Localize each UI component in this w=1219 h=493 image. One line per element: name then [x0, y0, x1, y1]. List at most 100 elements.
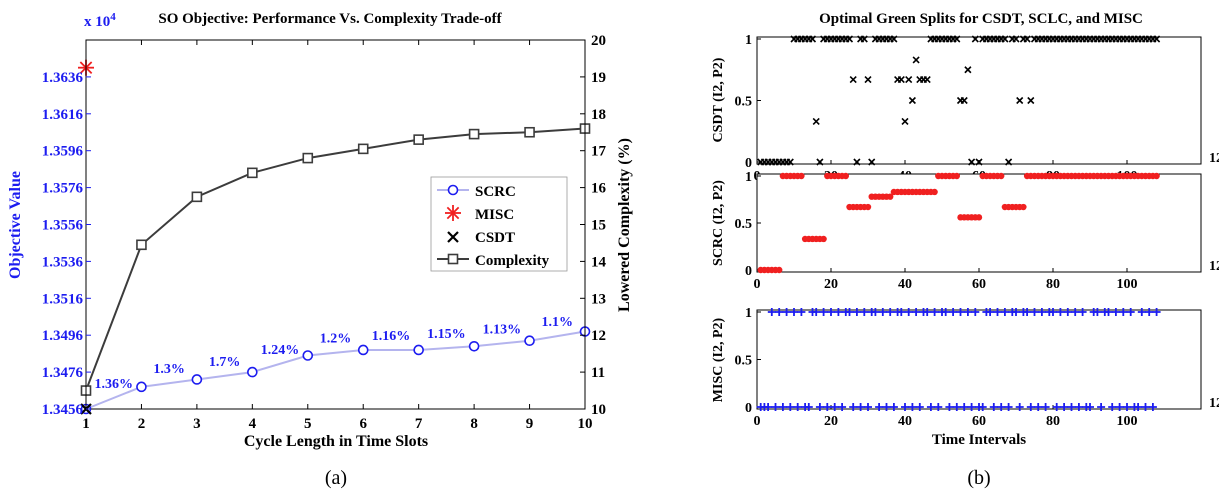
legend-csdt-marker	[447, 231, 459, 243]
x-tick-label: 20	[824, 414, 838, 429]
legend-misc-marker	[445, 205, 461, 221]
csdt-split-point	[1027, 96, 1035, 105]
y-tick-label: 1.3616	[42, 107, 84, 123]
csdt-split-point	[971, 35, 979, 43]
misc-split-point	[864, 403, 872, 411]
x-tick-label: 7	[415, 416, 423, 432]
misc-split-point	[960, 403, 969, 411]
x-tick-label: 9	[526, 416, 534, 432]
y2-tick-label: 20	[591, 33, 606, 49]
scrc-point	[468, 340, 480, 352]
x-tick-label: 40	[898, 277, 912, 292]
y2-tick-label: 10	[591, 402, 606, 418]
legend-entry-misc: MISC	[445, 205, 514, 223]
misc-split-point	[786, 403, 795, 411]
improvement-annotation: 1.36%	[94, 377, 133, 392]
misc-split-point	[1104, 308, 1113, 316]
complexity-point	[302, 152, 314, 164]
csdt-split-point	[1023, 35, 1031, 43]
misc-split-point	[1093, 308, 1102, 316]
y-tick-label: 0	[745, 264, 752, 279]
misc-split-point	[889, 403, 898, 411]
improvement-annotation: 1.2%	[320, 332, 352, 347]
y2-tick-label: 12	[591, 328, 606, 344]
misc-split-point	[878, 308, 887, 316]
y-tick-label: 1	[745, 170, 752, 185]
csdt-split-point	[960, 96, 968, 105]
csdt-split-point	[964, 66, 972, 74]
x-tick-label: 3	[193, 416, 201, 432]
complexity-point	[524, 126, 535, 138]
scrc-axes-frame	[756, 173, 1202, 273]
csdt-subplot: 02040608010012000.51 CSDT (I2, P2)	[711, 33, 1219, 184]
misc-split-point	[963, 308, 972, 316]
misc-marks: 0 20 40 60 80 100 120 0 0.5 1	[735, 306, 1219, 429]
misc-split-point	[923, 308, 932, 316]
y2-tick-label: 13	[591, 291, 606, 307]
legend-scrc-marker	[447, 184, 459, 196]
csdt-split-point	[786, 158, 794, 166]
x-tick-label: 80	[1046, 277, 1060, 292]
x-tick-label: 2	[138, 416, 146, 432]
misc-split-point	[934, 403, 943, 411]
csdt-split-point	[897, 76, 905, 84]
misc-split-point	[815, 403, 824, 411]
scrc-y-axis-label: SCRC (I2, P2)	[711, 180, 726, 266]
scrc-split-point	[842, 172, 849, 180]
misc-split-point	[1115, 403, 1124, 411]
x-tick-label: 4	[249, 416, 257, 432]
legend-entry-scrc: SCRC	[437, 184, 516, 200]
misc-split-point	[926, 403, 935, 411]
csdt-split-point	[905, 76, 913, 84]
csdt-split-point	[968, 158, 976, 166]
csdt-split-point	[845, 35, 854, 43]
misc-split-point	[771, 403, 780, 411]
csdt-split-point	[860, 35, 868, 43]
misc-split-point	[1078, 308, 1087, 316]
misc-split-point	[1111, 308, 1120, 316]
complexity-point	[247, 167, 258, 179]
panel-a-legend: SCRC MISC CSDT Complexity	[430, 176, 568, 272]
x-tick-label: 120	[1209, 151, 1219, 166]
misc-split-point	[989, 403, 998, 411]
misc-split-point	[852, 308, 861, 316]
scrc-point	[136, 381, 147, 393]
misc-split-point	[782, 308, 791, 316]
misc-split-point	[1023, 308, 1032, 316]
misc-split-point	[871, 308, 880, 316]
complexity-point	[357, 143, 369, 155]
misc-split-point	[1026, 403, 1035, 411]
misc-split-point	[1063, 308, 1072, 316]
misc-split-point	[967, 403, 976, 411]
misc-split-point	[930, 308, 939, 316]
scrc-split-point	[931, 188, 938, 196]
x-tick-label: 1	[82, 416, 90, 432]
misc-split-point	[978, 403, 987, 411]
misc-split-point	[1108, 403, 1117, 411]
y-tick-label: 0	[745, 156, 752, 171]
panel-a-marks: 1.36% 1.3% 1.7% 1.24% 1.2% 1.16% 1.15% 1.13% 1.1…	[78, 59, 591, 415]
x-tick-label: 120	[1209, 396, 1219, 411]
misc-split-point	[793, 403, 802, 411]
y2-tick-label: 15	[591, 218, 606, 234]
y-tick-label: 0	[745, 401, 752, 416]
misc-split-point	[908, 403, 917, 411]
y-tick-label: 1.3516	[42, 291, 84, 307]
misc-split-point	[1148, 403, 1157, 411]
misc-split-point	[1126, 308, 1135, 316]
misc-subplot: 0 20 40 60 80 100 120 0 0.5 1 MISC (I2, P2)	[711, 306, 1219, 429]
csdt-axes-frame	[756, 36, 1202, 165]
complexity-point	[468, 128, 480, 140]
csdt-split-point	[1153, 35, 1161, 43]
scrc-point	[357, 344, 369, 356]
complexity-point	[413, 134, 424, 145]
panel-a-y-axis-label: Objective Value	[7, 171, 24, 279]
scrc-point	[191, 374, 203, 385]
x-tick-label: 0	[754, 414, 761, 429]
x-tick-label: 100	[1117, 414, 1138, 429]
legend-misc-star-stroke	[446, 206, 460, 220]
scrc-split-point	[953, 172, 960, 180]
y-tick-label: 1.3556	[42, 218, 84, 234]
csdt-split-point	[1001, 35, 1009, 43]
misc-split-point	[1067, 403, 1076, 411]
